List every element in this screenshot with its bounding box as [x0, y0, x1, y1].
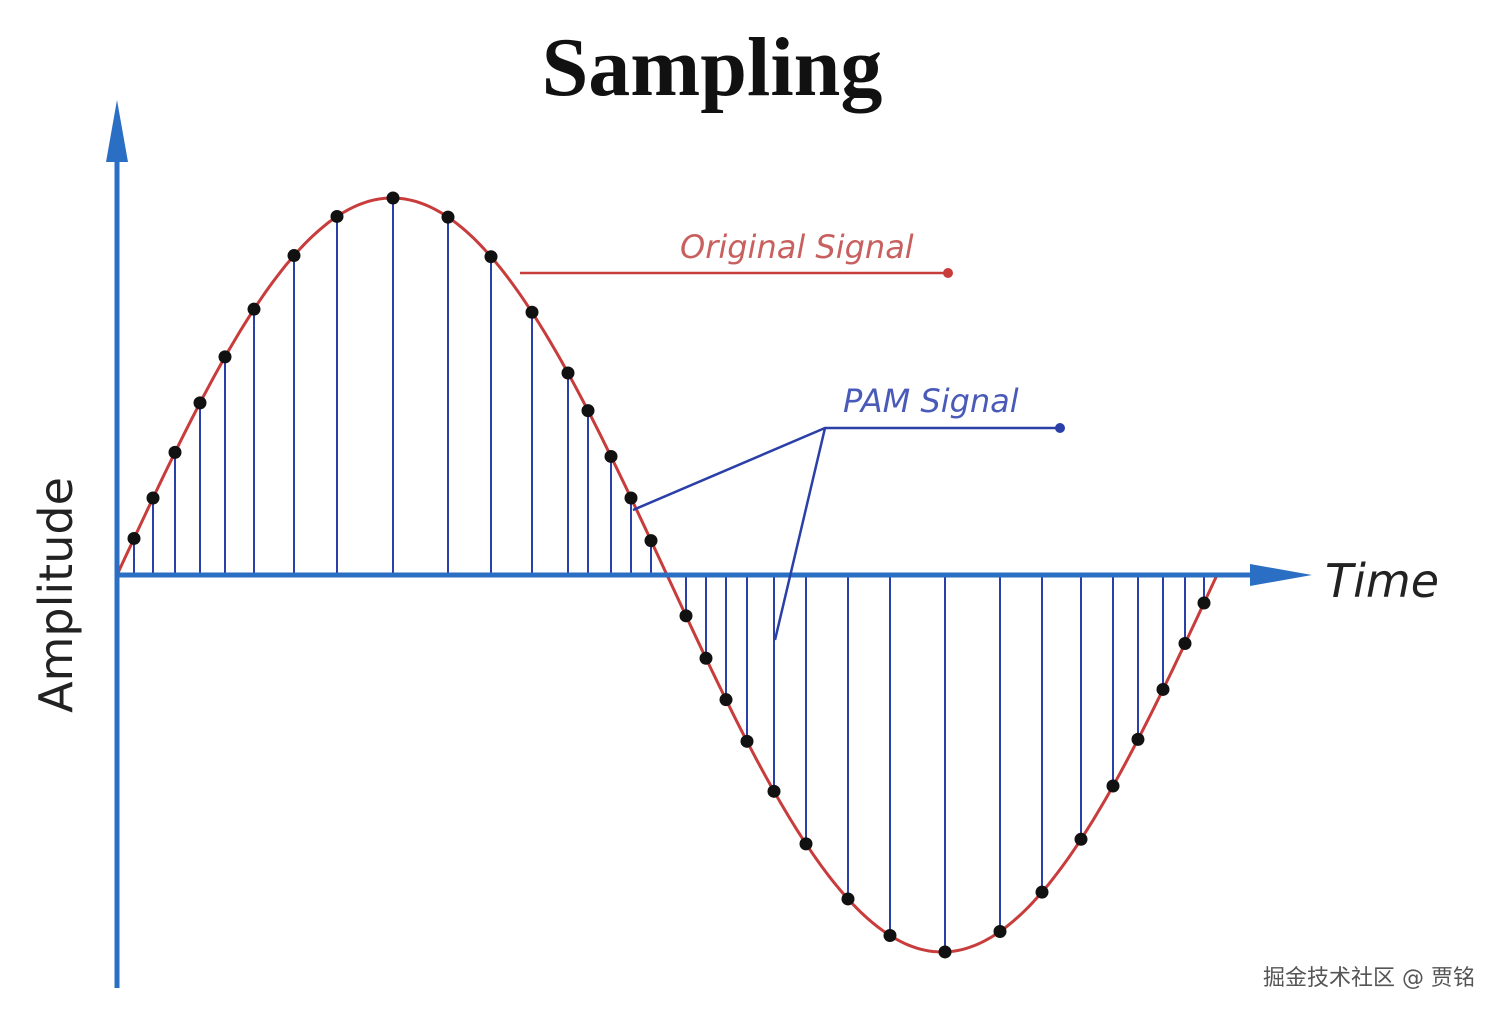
- sample-point: [386, 191, 400, 205]
- sample-point: [993, 924, 1007, 938]
- sample-point: [218, 350, 232, 364]
- sample-point: [1197, 596, 1211, 610]
- sample-point: [679, 609, 693, 623]
- y-axis-arrow: [106, 100, 128, 162]
- sample-point: [699, 651, 713, 665]
- sample-point: [799, 837, 813, 851]
- sample-point: [287, 249, 301, 263]
- sample-point: [719, 693, 733, 707]
- sample-point: [168, 445, 182, 459]
- title: Sampling: [542, 21, 883, 114]
- pam-stems: [133, 198, 1205, 952]
- sample-point: [193, 396, 207, 410]
- sample-point: [1131, 732, 1145, 746]
- x-axis-label: Time: [1325, 554, 1439, 608]
- sample-point: [624, 491, 638, 505]
- sample-point: [740, 734, 754, 748]
- sample-point: [1178, 637, 1192, 651]
- sample-point: [604, 449, 618, 463]
- sample-point: [938, 945, 952, 959]
- sample-point: [1035, 885, 1049, 899]
- pam-signal-label: PAM Signal: [843, 382, 1019, 420]
- sample-point: [330, 209, 344, 223]
- y-axis-label: Amplitude: [29, 477, 83, 713]
- sample-point: [127, 531, 141, 545]
- sample-point: [1156, 682, 1170, 696]
- sample-point: [146, 491, 160, 505]
- sample-point: [1106, 779, 1120, 793]
- sample-point: [767, 784, 781, 798]
- sample-point: [1074, 832, 1088, 846]
- original-leader-dot: [943, 268, 953, 278]
- sample-point: [644, 534, 658, 548]
- sample-point: [841, 892, 855, 906]
- sample-point: [581, 404, 595, 418]
- sample-point: [883, 928, 897, 942]
- sample-point: [525, 305, 539, 319]
- sample-point: [484, 250, 498, 264]
- sample-point: [561, 366, 575, 380]
- pam-leader-2: [773, 427, 827, 641]
- sample-points: [127, 191, 1211, 959]
- sample-point: [247, 302, 261, 316]
- watermark: 掘金技术社区 @ 贾铭: [1263, 966, 1475, 991]
- pam-leader-dot: [1055, 423, 1065, 433]
- original-signal-label: Original Signal: [680, 228, 914, 266]
- sample-point: [441, 210, 455, 224]
- x-axis-arrow: [1250, 564, 1312, 586]
